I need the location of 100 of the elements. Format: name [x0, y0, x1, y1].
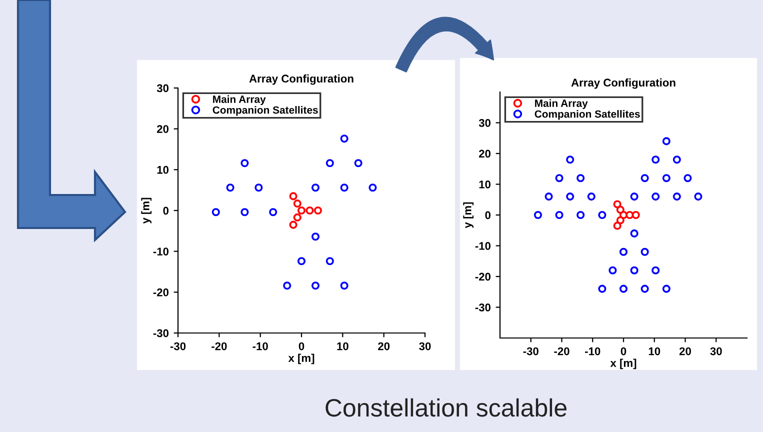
x-tick-label: 20: [378, 342, 390, 350]
x-tick-label: 30: [419, 342, 431, 350]
point: [311, 184, 320, 192]
point: [619, 284, 628, 293]
x-tick-label: -10: [252, 342, 268, 350]
point: [534, 210, 542, 220]
point: [293, 213, 302, 222]
x-tick-label: -20: [554, 347, 570, 356]
point: [684, 174, 692, 182]
point: [608, 266, 617, 274]
y-tick-label: -20: [153, 288, 169, 296]
y-tick-label: -10: [153, 248, 169, 256]
x-axis-title: x [m]: [288, 354, 314, 364]
point: [311, 282, 320, 290]
point: [240, 159, 249, 168]
point: [283, 282, 292, 290]
point: [619, 248, 628, 256]
point: [368, 184, 377, 192]
chart-title: Array Configuration: [249, 74, 354, 85]
point: [576, 210, 585, 220]
point: [326, 159, 334, 168]
point: [613, 222, 622, 230]
chart-title: Array Configuration: [571, 78, 676, 89]
point: [652, 266, 660, 274]
y-tick-label: 30: [156, 84, 169, 92]
point: [212, 208, 220, 216]
point: [544, 192, 553, 201]
point: [630, 229, 638, 238]
point: [640, 174, 649, 182]
x-tick-label: 0: [620, 347, 626, 356]
point: [662, 284, 670, 293]
point: [598, 210, 606, 220]
point: [306, 206, 314, 215]
legend-label: Main Array: [535, 99, 588, 109]
point: [613, 200, 622, 208]
x-tick-label: -10: [585, 347, 600, 356]
y-tick-label: -30: [153, 329, 169, 338]
point: [626, 210, 634, 220]
y-tick-label: 0: [163, 206, 169, 215]
y-tick-label: 0: [485, 211, 491, 220]
point: [289, 220, 298, 229]
point: [240, 208, 249, 216]
point: [566, 192, 574, 201]
point: [254, 184, 263, 192]
point: [297, 206, 306, 215]
legend-label: Main Array: [213, 95, 266, 105]
point: [566, 156, 574, 164]
point: [311, 232, 320, 241]
y-tick-label: 30: [478, 119, 491, 127]
y-tick-label: 20: [157, 125, 169, 133]
point: [314, 206, 322, 215]
point: [640, 248, 649, 256]
point: [694, 192, 702, 201]
point: [326, 257, 334, 266]
point: [269, 208, 278, 216]
x-tick-label: -20: [212, 342, 227, 350]
point: [297, 257, 306, 266]
legend-label: Companion Satellites: [212, 106, 318, 116]
point: [555, 210, 564, 220]
y-axis-title: y [m]: [463, 202, 474, 228]
x-tick-label: 10: [337, 342, 348, 350]
point: [576, 174, 585, 182]
point: [616, 206, 624, 214]
point: [226, 184, 234, 192]
point: [340, 134, 348, 143]
x-tick-label: 10: [648, 347, 660, 356]
y-tick-label: -20: [475, 272, 491, 281]
point: [630, 192, 638, 201]
point: [640, 284, 649, 293]
x-tick-label: -30: [170, 342, 186, 350]
point: [340, 184, 348, 192]
point: [293, 200, 302, 208]
point: [587, 192, 596, 201]
point: [672, 156, 681, 164]
y-tick-label: -10: [475, 242, 491, 250]
point: [662, 137, 670, 146]
point: [354, 159, 362, 168]
x-tick-label: 30: [710, 347, 722, 356]
point: [555, 174, 564, 182]
point: [598, 284, 606, 293]
y-tick-label: 10: [479, 180, 491, 188]
x-tick-label: -30: [523, 347, 538, 356]
y-tick-label: 20: [479, 150, 491, 158]
point: [672, 192, 681, 201]
y-tick-label: 10: [157, 166, 169, 174]
y-axis-title: y [m]: [141, 198, 152, 224]
point: [652, 192, 660, 201]
point: [289, 192, 298, 200]
point: [619, 210, 628, 220]
point: [632, 210, 640, 220]
point: [662, 174, 670, 182]
text: Constellation scalable: [326, 398, 566, 417]
x-tick-label: 0: [298, 342, 304, 350]
x-axis-title: x [m]: [610, 358, 636, 370]
x-tick-label: 20: [679, 347, 691, 356]
legend-label: Companion Satellites: [534, 110, 640, 120]
point: [630, 266, 638, 274]
y-tick-label: -30: [475, 304, 491, 312]
point: [652, 156, 660, 164]
point: [340, 282, 348, 290]
